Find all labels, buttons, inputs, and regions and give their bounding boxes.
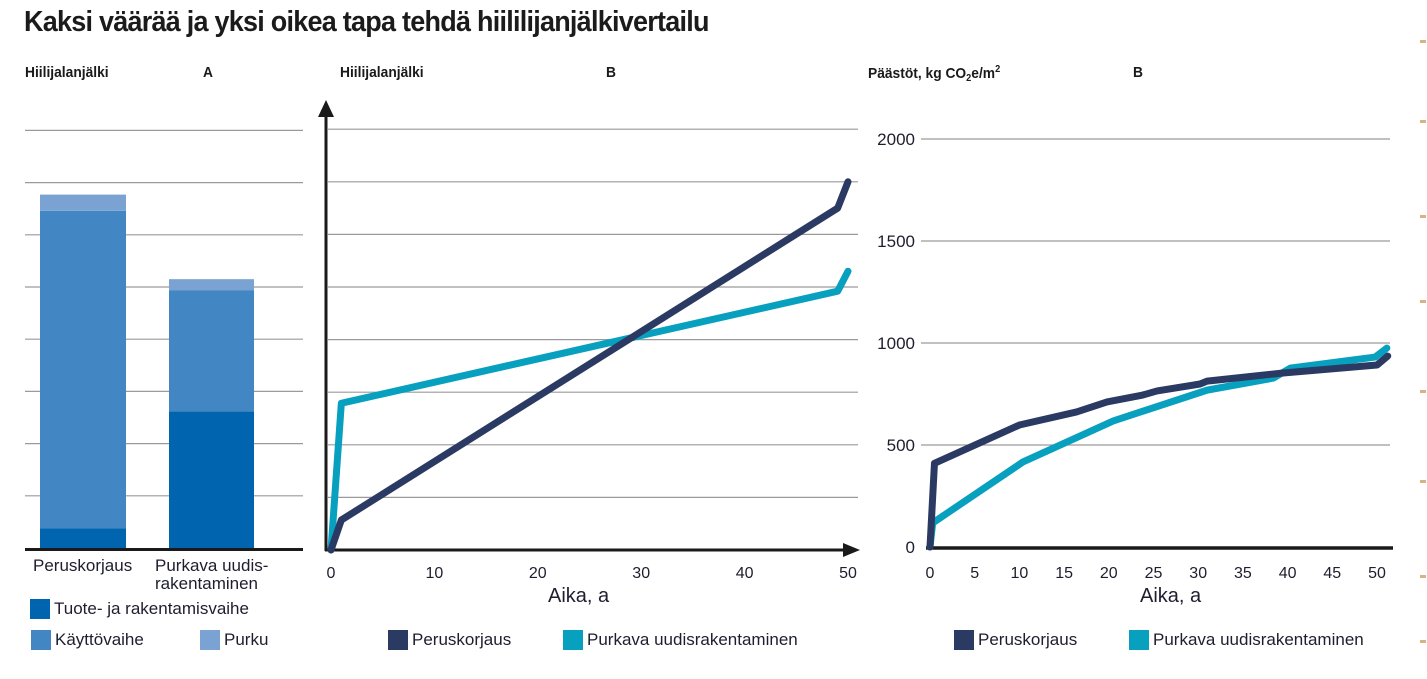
cropped-text-fragment bbox=[1420, 480, 1426, 483]
legend-swatch bbox=[1129, 630, 1149, 650]
cropped-text-fragment bbox=[1420, 120, 1426, 123]
bar-segment bbox=[169, 279, 254, 291]
legend-label: Purkava uudisrakentaminen bbox=[587, 630, 798, 649]
x-tick-label: 40 bbox=[736, 565, 754, 582]
legend-label: Purkava uudisrakentaminen bbox=[1153, 630, 1364, 649]
x-tick-label: 0 bbox=[327, 565, 336, 582]
legend-swatch bbox=[30, 599, 50, 619]
legend-label: Peruskorjaus bbox=[978, 630, 1078, 649]
legend-swatch bbox=[563, 630, 583, 650]
series-line-purkava bbox=[926, 344, 1391, 551]
x-tick-label: 35 bbox=[1234, 565, 1252, 582]
y-tick-label: 1500 bbox=[877, 232, 915, 251]
chart-b1: 0 10 20 30 40 50 bbox=[318, 100, 860, 582]
x-tick-label: 10 bbox=[426, 565, 444, 582]
x-tick-label: 0 bbox=[926, 565, 935, 582]
x-axis-arrow-icon bbox=[843, 543, 860, 557]
bar-segment bbox=[169, 290, 254, 412]
panel-b1-ylabel: Hiilijalanjälki bbox=[340, 64, 424, 81]
panel-b2-ylabel-sub: 2 bbox=[966, 73, 972, 84]
chart-b1-xlabel: Aika, a bbox=[548, 585, 610, 607]
x-tick-label: 30 bbox=[632, 565, 650, 582]
x-tick-label: 40 bbox=[1279, 565, 1297, 582]
legend-item-tuote: Tuote- ja rakentamisvaihe bbox=[30, 599, 249, 619]
series-line-peruskorjaus bbox=[327, 178, 852, 554]
cropped-text-fragment bbox=[1420, 575, 1426, 578]
legend-label: Purku bbox=[224, 630, 269, 649]
x-tick-label: 5 bbox=[970, 565, 979, 582]
y-axis-arrow-icon bbox=[318, 100, 334, 117]
panel-b2-ylabel-mid: e/m bbox=[971, 65, 996, 82]
panel-b2-ylabel-pre: Päästöt, kg CO bbox=[868, 65, 967, 82]
series-line-purkava bbox=[327, 267, 852, 554]
chart-b2: 0 500 1000 1500 2000 0 5 10 15 20 25 30 35 40 45 50 bbox=[877, 130, 1393, 582]
x-tick-label: 10 bbox=[1011, 565, 1029, 582]
series-line-peruskorjaus bbox=[926, 352, 1392, 551]
x-tick-label: 20 bbox=[1100, 565, 1118, 582]
legend-swatch bbox=[954, 630, 974, 650]
x-tick-label: 50 bbox=[1368, 565, 1386, 582]
legend-label: Peruskorjaus bbox=[412, 630, 512, 649]
legend-item-purku: Purku bbox=[200, 630, 268, 650]
y-tick-label: 500 bbox=[887, 436, 915, 455]
bar-segment bbox=[40, 210, 126, 529]
x-tick-label: 45 bbox=[1323, 565, 1341, 582]
cropped-text-fragment bbox=[1420, 215, 1426, 218]
panel-b2-ylabel-sup: 2 bbox=[995, 64, 1001, 75]
legend-swatch bbox=[31, 630, 51, 650]
chart-a-category-label: Purkava uudis- bbox=[155, 556, 269, 575]
panel-a-ylabel: Hiilijalanjälki bbox=[25, 64, 109, 81]
legend-label: Tuote- ja rakentamisvaihe bbox=[54, 599, 249, 618]
y-tick-label: 1000 bbox=[877, 334, 915, 353]
x-tick-label: 50 bbox=[839, 565, 857, 582]
chart-a-category-label: Peruskorjaus bbox=[33, 556, 133, 575]
bar-segment bbox=[169, 411, 254, 548]
legend-swatch bbox=[388, 630, 408, 650]
chart-b2-xlabel: Aika, a bbox=[1140, 585, 1202, 607]
bar-segment bbox=[40, 194, 126, 211]
panel-a-letter: A bbox=[203, 64, 213, 81]
cropped-text-fragment bbox=[1420, 300, 1426, 303]
x-tick-label: 30 bbox=[1189, 565, 1207, 582]
panel-b2-letter: B bbox=[1133, 64, 1143, 81]
legend-item-purkava: Purkava uudisrakentaminen bbox=[1129, 630, 1364, 650]
legend-item-peruskorjaus: Peruskorjaus bbox=[954, 630, 1077, 650]
legend-label: Käyttövaihe bbox=[55, 630, 144, 649]
y-tick-label: 2000 bbox=[877, 130, 915, 149]
legend-swatch bbox=[200, 630, 220, 650]
x-tick-label: 25 bbox=[1145, 565, 1163, 582]
bar-segment bbox=[40, 528, 126, 548]
legend-item-peruskorjaus: Peruskorjaus bbox=[388, 630, 511, 650]
panel-b2-ylabel: Päästöt, kg CO2e/m2 bbox=[868, 64, 1000, 84]
page-title: Kaksi väärää ja yksi oikea tapa tehdä hi… bbox=[24, 6, 709, 38]
cropped-text-fragment bbox=[1420, 640, 1426, 643]
legend-item-purkava: Purkava uudisrakentaminen bbox=[563, 630, 798, 650]
panel-b1-letter: B bbox=[606, 64, 616, 81]
cropped-text-fragment bbox=[1420, 390, 1426, 393]
chart-a-category-label: rakentaminen bbox=[155, 574, 259, 593]
legend-item-kaytto: Käyttövaihe bbox=[31, 630, 144, 650]
cropped-text-fragment bbox=[1420, 40, 1426, 43]
x-tick-label: 20 bbox=[529, 565, 547, 582]
y-tick-label: 0 bbox=[906, 538, 915, 557]
x-tick-label: 15 bbox=[1055, 565, 1073, 582]
chart-a bbox=[25, 129, 303, 551]
